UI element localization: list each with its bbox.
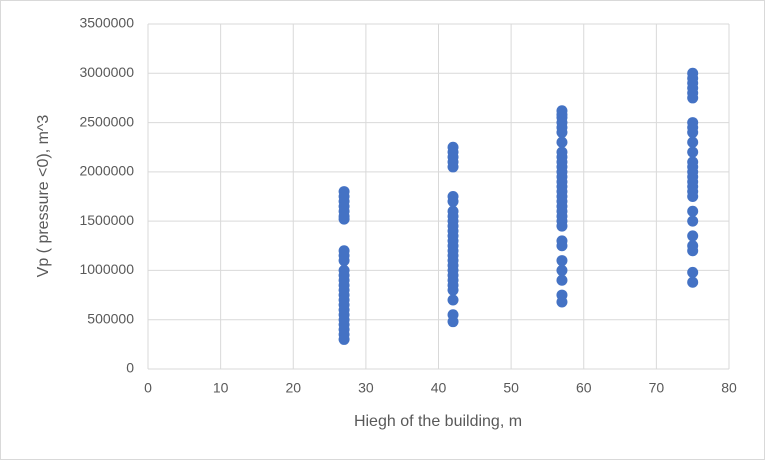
point [556,240,568,252]
y-tick-label: 500000 [87,310,134,326]
point [338,333,350,345]
point [338,213,350,225]
point [556,274,568,286]
y-tick-label: 1500000 [79,212,134,228]
point [556,296,568,308]
x-tick-label: 70 [649,380,665,396]
point [338,255,350,267]
y-tick-label: 1000000 [79,261,134,277]
x-tick-label: 10 [213,380,229,396]
x-axis-title: Hiegh of the building, m [354,413,522,430]
point [687,136,699,148]
x-tick-label: 0 [144,380,152,396]
y-tick-label: 0 [126,360,134,376]
point [687,266,699,278]
point [556,255,568,267]
point [556,264,568,276]
point [687,146,699,158]
point [556,136,568,148]
point [556,220,568,232]
point [447,161,459,173]
point [687,191,699,202]
point [687,215,699,227]
point [687,126,699,138]
y-tick-label: 2500000 [79,113,134,129]
point [447,195,459,207]
point [447,284,459,296]
point [687,245,699,257]
x-tick-label: 80 [721,380,737,396]
y-tick-label: 3500000 [79,15,134,31]
x-tick-label: 50 [503,380,519,396]
x-tick-label: 30 [358,380,374,396]
point [447,316,459,328]
point [687,276,699,288]
y-tick-label: 3000000 [79,64,134,80]
y-tick-label: 2000000 [79,163,134,179]
x-tick-label: 60 [576,380,592,396]
x-tick-label: 20 [285,380,301,396]
point [687,230,699,242]
point [687,205,699,217]
point [556,126,568,138]
point [687,92,699,104]
x-tick-label: 40 [431,380,447,396]
point [447,294,459,306]
y-axis-title: Vp ( pressure <0), m^3 [35,115,52,278]
